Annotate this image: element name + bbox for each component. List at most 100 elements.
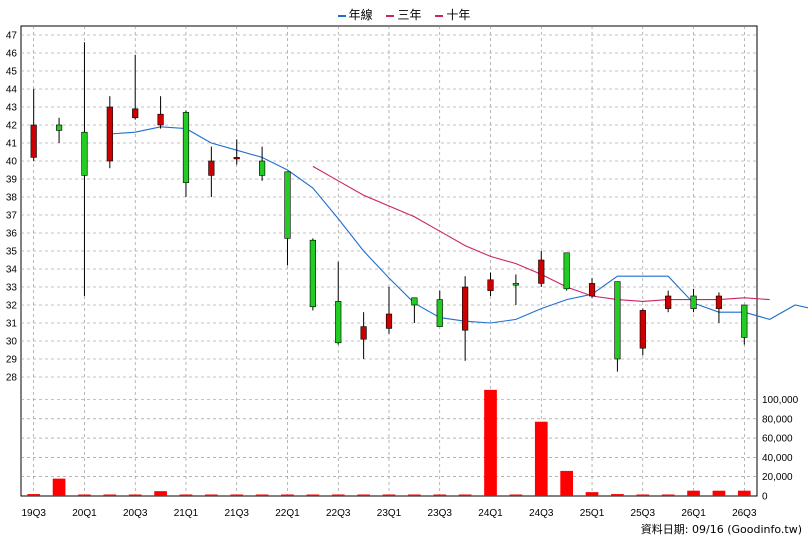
x-tick-label: 22Q1 [275,508,300,519]
candle-body [614,281,621,360]
volume-tick-label: 20,000 [762,472,793,483]
volume-bar [52,478,66,496]
volume-bar [281,494,294,496]
volume-tick-label: 100,000 [762,395,799,406]
legend-swatch-year-line [337,14,346,17]
x-tick-label: 19Q3 [21,508,46,519]
candle-body [512,283,519,286]
volume-bar [687,490,700,496]
price-tick-label: 28 [6,373,18,384]
price-tick-label: 40 [6,157,18,168]
price-tick-label: 32 [6,301,18,312]
x-tick-label: 20Q3 [123,508,148,519]
volume-bar [205,494,218,496]
candle-body [563,252,570,290]
candle-body [462,286,469,331]
x-tick-label: 24Q1 [478,508,503,519]
price-tick-label: 35 [6,247,18,258]
x-tick-label: 23Q1 [377,508,402,519]
volume-bar [357,494,370,496]
volume-bar [611,494,624,496]
volume-bar [534,421,548,496]
volume-bar [712,490,726,496]
price-tick-label: 39 [6,175,18,186]
candle-body [538,259,545,284]
candle-body [55,124,63,131]
candle-body [208,160,215,176]
candle-body [487,279,494,291]
volume-bar [509,494,523,496]
candle-body [233,157,240,160]
candle-body [639,310,646,349]
price-tick-label: 41 [6,139,18,150]
volume-bar [585,492,599,496]
volume-bar [306,494,320,496]
candle-body [284,171,291,239]
price-tick-label: 38 [6,193,18,204]
price-tick-label: 34 [6,265,18,276]
x-tick-label: 22Q3 [326,508,351,519]
volume-tick-label: 0 [762,492,768,503]
candle-body [309,239,316,308]
x-tick-label: 20Q1 [72,508,97,519]
candle-body [588,283,596,297]
volume-bar [154,491,167,496]
price-tick-label: 44 [6,85,18,96]
source-note: 資料日期: 09/16 (Goodinfo.tw) [640,523,802,536]
x-tick-label: 24Q3 [529,508,554,519]
candle-body [157,113,164,126]
candle-body [715,295,723,309]
price-tick-label: 47 [6,31,18,42]
candle-body [665,295,672,309]
price-tick-label: 31 [6,319,18,330]
volume-bar [179,494,193,496]
x-tick-label: 25Q1 [580,508,605,519]
candle-body [106,106,113,162]
candlesticks [30,42,748,372]
legend-label-year-line: 年線 [348,8,373,22]
x-tick-label: 26Q3 [732,508,757,519]
volume-bar [560,470,573,496]
legend-label-ten-year: 十年 [446,8,471,22]
volume-axis: 0 20,000 40,000 60,000 80,000 100,000 [762,395,799,502]
legend-item-year-line: 年線 [337,6,373,23]
volume-bar [458,494,472,496]
candle-body [81,131,88,176]
volume-bar [230,494,244,496]
price-tick-label: 36 [6,229,18,240]
volume-bar [433,494,447,496]
candle-body [360,326,367,340]
x-tick-label: 21Q3 [224,508,249,519]
volume-bar [661,494,675,496]
legend-label-three-year: 三年 [397,8,422,22]
candle-body [411,297,418,306]
volume-bar [484,389,497,496]
volume-tick-label: 60,000 [762,434,793,445]
volume-tick-label: 40,000 [762,453,793,464]
volume-bar [737,490,751,496]
price-tick-label: 37 [6,211,18,222]
candle-body [741,304,748,338]
candle-body [30,124,37,158]
legend-item-ten-year: 十年 [435,6,470,23]
volume-bar [408,494,421,496]
candle-body [690,295,697,309]
volume-bar [103,494,117,496]
legend-item-three-year: 三年 [386,6,422,23]
candle-body [436,299,443,327]
legend-swatch-three-year [386,14,395,17]
candle-body [259,160,266,176]
candle-body [385,313,393,329]
volume-bars [27,389,751,496]
price-axis: 28 29 30 31 32 33 34 35 36 37 38 39 40 41 42 43 44 45 46 47 [6,31,18,384]
x-tick-label: 26Q1 [681,508,706,519]
volume-tick-label: 80,000 [762,414,793,425]
x-tick-label: 21Q1 [174,508,199,519]
volume-bar [255,494,269,496]
legend-swatch-ten-year [435,14,444,17]
price-tick-label: 42 [6,121,18,132]
price-tick-label: 33 [6,283,18,294]
x-tick-label: 23Q3 [428,508,453,519]
